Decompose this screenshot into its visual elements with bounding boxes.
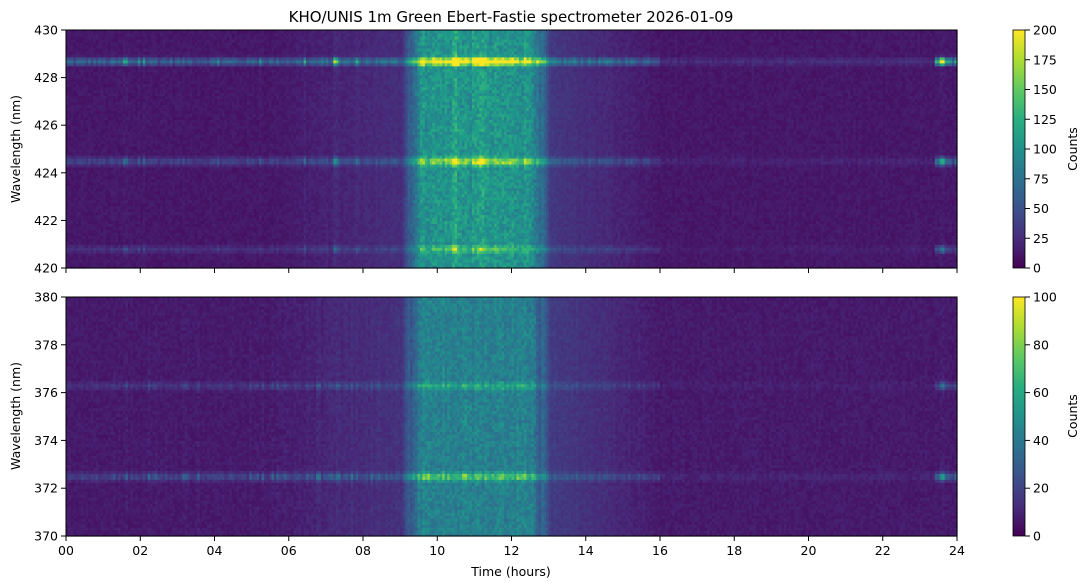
chart-title: KHO/UNIS 1m Green Ebert-Fastie spectrome… xyxy=(289,8,734,26)
top-heatmap xyxy=(66,30,958,269)
